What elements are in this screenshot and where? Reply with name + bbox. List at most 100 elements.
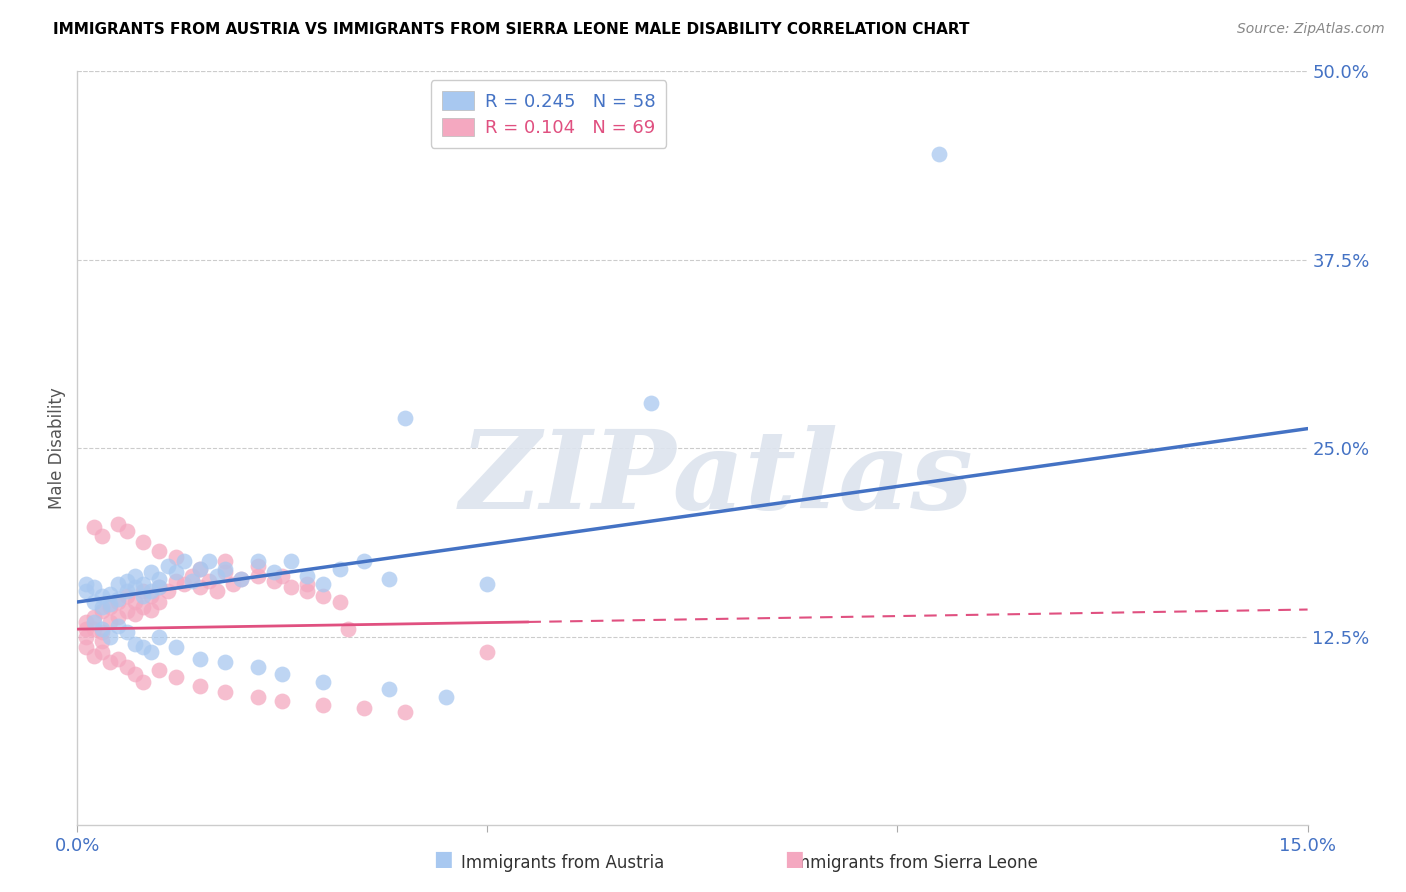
Point bbox=[107, 592, 129, 607]
Point bbox=[295, 584, 318, 599]
Point bbox=[132, 640, 155, 655]
Text: IMMIGRANTS FROM AUSTRIA VS IMMIGRANTS FROM SIERRA LEONE MALE DISABILITY CORRELAT: IMMIGRANTS FROM AUSTRIA VS IMMIGRANTS FR… bbox=[53, 22, 970, 37]
Point bbox=[280, 554, 302, 568]
Point bbox=[124, 667, 146, 681]
Point bbox=[312, 589, 335, 603]
Text: Immigrants from Austria: Immigrants from Austria bbox=[461, 855, 664, 872]
Point bbox=[246, 569, 269, 583]
Point bbox=[148, 580, 170, 594]
Point bbox=[148, 630, 170, 644]
Point bbox=[181, 574, 204, 588]
Point bbox=[90, 604, 114, 618]
Point bbox=[98, 599, 121, 614]
Point bbox=[246, 558, 269, 573]
Point bbox=[83, 580, 105, 594]
Point bbox=[98, 655, 121, 669]
Point bbox=[295, 569, 318, 583]
Point bbox=[98, 597, 121, 611]
Point bbox=[436, 690, 458, 704]
Point bbox=[148, 543, 170, 558]
Point bbox=[263, 565, 285, 579]
Point bbox=[271, 569, 294, 583]
Point bbox=[231, 573, 253, 587]
Point bbox=[394, 705, 416, 719]
Point bbox=[173, 554, 195, 568]
Point bbox=[197, 554, 219, 568]
Point bbox=[124, 607, 146, 621]
Point bbox=[640, 396, 662, 410]
Point bbox=[394, 411, 416, 425]
Point bbox=[83, 610, 105, 624]
Point bbox=[197, 574, 219, 588]
Point bbox=[246, 554, 269, 568]
Point bbox=[188, 580, 212, 594]
Point bbox=[263, 574, 285, 588]
Point bbox=[312, 577, 335, 591]
Point bbox=[214, 685, 236, 699]
Point bbox=[156, 584, 179, 599]
Point bbox=[165, 574, 187, 588]
Point bbox=[231, 573, 253, 587]
Point bbox=[214, 565, 236, 579]
Point bbox=[115, 574, 138, 588]
Point bbox=[141, 645, 163, 659]
Point bbox=[132, 577, 155, 591]
Point bbox=[90, 599, 114, 614]
Point bbox=[124, 637, 146, 651]
Point bbox=[928, 147, 950, 161]
Text: Immigrants from Sierra Leone: Immigrants from Sierra Leone bbox=[789, 855, 1039, 872]
Point bbox=[132, 599, 155, 614]
Point bbox=[165, 549, 187, 564]
Point bbox=[90, 529, 114, 543]
Text: ■: ■ bbox=[433, 849, 453, 869]
Point bbox=[222, 577, 245, 591]
Point bbox=[98, 587, 121, 601]
Point bbox=[188, 562, 212, 576]
Point bbox=[83, 519, 105, 533]
Y-axis label: Male Disability: Male Disability bbox=[48, 387, 66, 509]
Point bbox=[83, 622, 105, 636]
Point bbox=[477, 577, 499, 591]
Point bbox=[337, 622, 360, 636]
Point bbox=[378, 682, 401, 697]
Point bbox=[148, 573, 170, 587]
Point bbox=[115, 604, 138, 618]
Point bbox=[214, 655, 236, 669]
Point bbox=[107, 516, 129, 531]
Point bbox=[141, 584, 163, 599]
Point bbox=[75, 584, 97, 599]
Point bbox=[148, 580, 170, 594]
Point bbox=[312, 674, 335, 689]
Point bbox=[75, 640, 97, 655]
Point bbox=[90, 645, 114, 659]
Point bbox=[141, 565, 163, 579]
Point bbox=[75, 615, 97, 629]
Point bbox=[329, 595, 352, 609]
Legend: R = 0.245   N = 58, R = 0.104   N = 69: R = 0.245 N = 58, R = 0.104 N = 69 bbox=[430, 80, 666, 148]
Point bbox=[312, 698, 335, 712]
Point bbox=[107, 652, 129, 666]
Point bbox=[115, 584, 138, 599]
Point bbox=[132, 589, 155, 603]
Point bbox=[141, 589, 163, 603]
Point bbox=[90, 634, 114, 648]
Point bbox=[115, 524, 138, 538]
Point bbox=[115, 660, 138, 674]
Point bbox=[148, 663, 170, 677]
Point bbox=[124, 569, 146, 583]
Point bbox=[132, 534, 155, 549]
Point bbox=[90, 622, 114, 636]
Point bbox=[188, 562, 212, 576]
Point bbox=[90, 589, 114, 603]
Point bbox=[353, 554, 375, 568]
Point bbox=[280, 580, 302, 594]
Point bbox=[156, 558, 179, 573]
Point bbox=[205, 569, 228, 583]
Point bbox=[107, 595, 129, 609]
Point bbox=[75, 622, 97, 636]
Point bbox=[141, 602, 163, 616]
Text: ZIPatlas: ZIPatlas bbox=[460, 425, 974, 533]
Point bbox=[378, 573, 401, 587]
Point bbox=[246, 660, 269, 674]
Point bbox=[271, 667, 294, 681]
